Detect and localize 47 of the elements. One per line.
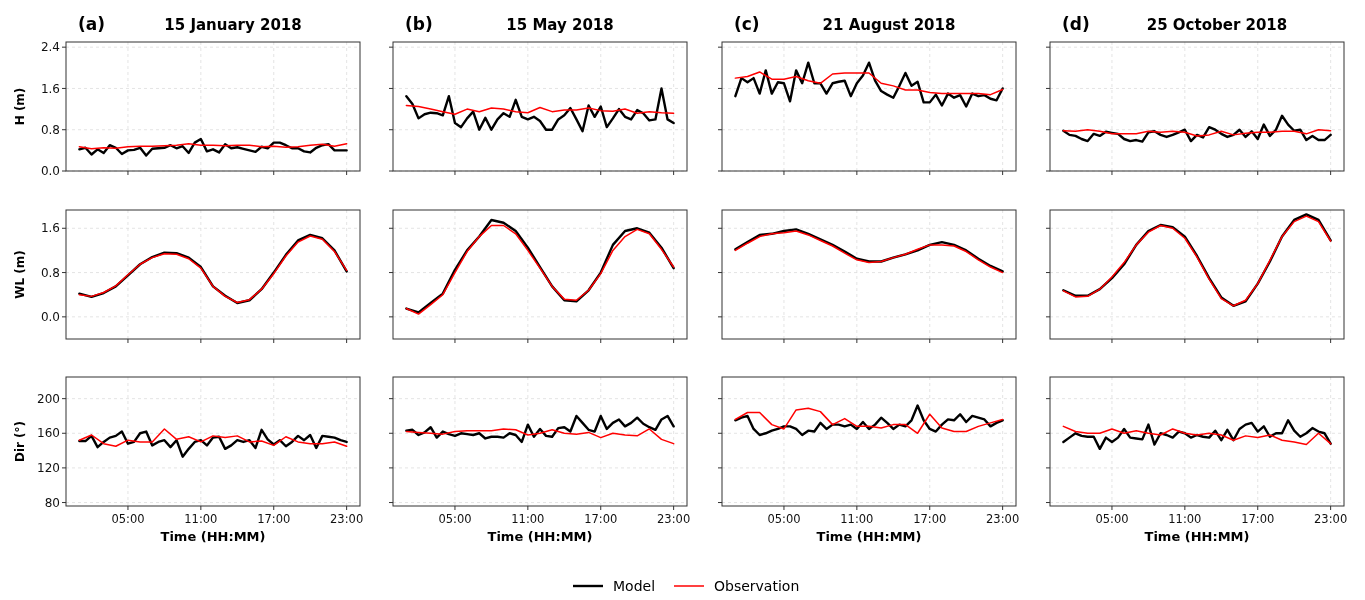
line-series [78, 428, 348, 448]
y-axis-title: H (m) [13, 87, 27, 126]
y-tick-label: 0.8 [40, 122, 60, 137]
x-tick-label: 11:00 [511, 512, 545, 526]
x-tick-label: 23:00 [986, 512, 1020, 526]
x-tick-label: 05:00 [438, 512, 472, 526]
x-axis-title: Time (HH:MM) [816, 529, 922, 544]
y-tick-label: 0.0 [40, 310, 60, 325]
chart-title: (a) [78, 14, 106, 34]
chart-title: (c) [734, 14, 760, 34]
legend-label: Observation [714, 577, 800, 594]
x-tick-label: 23:00 [1314, 512, 1348, 526]
x-axis-title: Time (HH:MM) [1144, 529, 1250, 544]
x-axis-title: Time (HH:MM) [487, 529, 593, 544]
y-tick-label: 200 [37, 391, 60, 406]
x-tick-label: 11:00 [1168, 512, 1202, 526]
x-tick-label: 17:00 [584, 512, 618, 526]
x-tick-label: 11:00 [184, 512, 218, 526]
x-tick-label: 17:00 [257, 512, 291, 526]
x-tick-label: 17:00 [1241, 512, 1275, 526]
x-tick-label: 17:00 [913, 512, 947, 526]
y-tick-label: 80 [44, 495, 60, 510]
x-tick-label: 05:00 [1095, 512, 1129, 526]
chart-title: (d) [1062, 14, 1090, 34]
line-series [78, 428, 348, 458]
x-tick-label: 11:00 [840, 512, 874, 526]
x-tick-label: 23:00 [330, 512, 364, 526]
chart-subtitle: 15 May 2018 [506, 16, 614, 34]
chart-subtitle: 21 August 2018 [822, 16, 956, 34]
y-tick-label: 1.6 [40, 221, 60, 236]
x-tick-label: 23:00 [657, 512, 691, 526]
y-tick-label: 1.6 [40, 81, 60, 96]
legend-label: Model [613, 577, 656, 594]
y-tick-label: 0.0 [40, 164, 60, 179]
chart-title: (b) [405, 14, 433, 34]
y-tick-label: 2.4 [40, 40, 60, 55]
chart-subtitle: 25 October 2018 [1146, 16, 1288, 34]
y-tick-label: 120 [37, 461, 60, 476]
y-axis-title: WL (m) [13, 250, 27, 299]
line-series [78, 137, 348, 157]
y-axis-title: Dir (°) [13, 420, 27, 463]
y-tick-label: 160 [37, 426, 60, 441]
x-axis-title: Time (HH:MM) [160, 529, 266, 544]
x-tick-label: 05:00 [111, 512, 145, 526]
x-tick-label: 05:00 [767, 512, 801, 526]
y-tick-label: 0.8 [40, 265, 60, 280]
chart-subtitle: 15 January 2018 [164, 16, 302, 34]
